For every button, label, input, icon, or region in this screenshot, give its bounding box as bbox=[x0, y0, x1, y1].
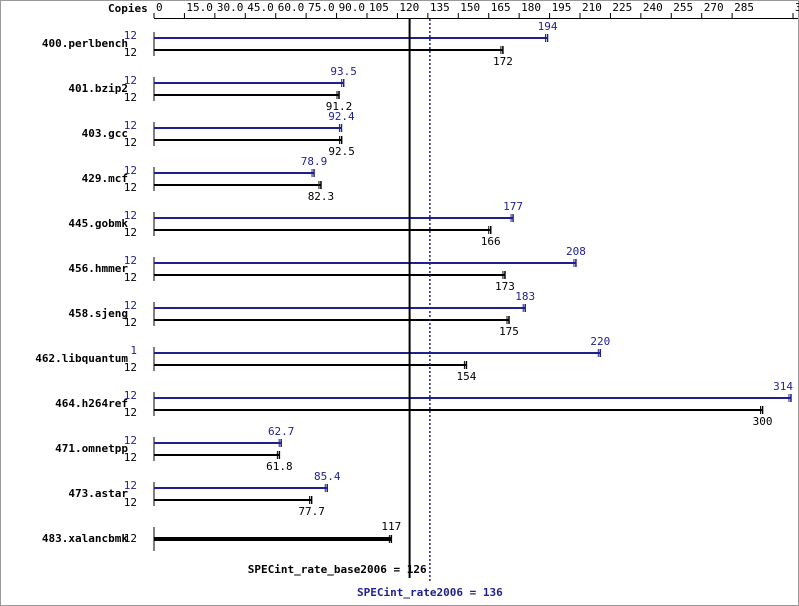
benchmark-name: 445.gobmk bbox=[68, 217, 128, 230]
x-tick-label: 225 bbox=[612, 1, 632, 14]
x-tick-label: 315 bbox=[795, 1, 799, 14]
peak-copies: 12 bbox=[124, 209, 137, 222]
benchmark-name: 458.sjeng bbox=[68, 307, 128, 320]
peak-copies: 12 bbox=[124, 434, 137, 447]
value-label: 208 bbox=[566, 245, 586, 258]
value-label: 92.4 bbox=[328, 110, 355, 123]
x-tick-label: 240 bbox=[643, 1, 663, 14]
value-label: 92.5 bbox=[328, 145, 355, 158]
benchmark-name: 473.astar bbox=[68, 487, 128, 500]
value-label: 154 bbox=[456, 370, 476, 383]
base-copies: 12 bbox=[124, 406, 137, 419]
peak-copies: 1 bbox=[130, 344, 137, 357]
x-tick-label: 15.0 bbox=[186, 1, 213, 14]
x-tick-label: 270 bbox=[704, 1, 724, 14]
value-label: 61.8 bbox=[266, 460, 293, 473]
benchmark-name: 401.bzip2 bbox=[68, 82, 128, 95]
value-label: 62.7 bbox=[268, 425, 295, 438]
base-copies: 12 bbox=[124, 46, 137, 59]
value-label: 177 bbox=[503, 200, 523, 213]
value-label: 85.4 bbox=[314, 470, 341, 483]
x-tick-label: 45.0 bbox=[247, 1, 273, 14]
base-copies: 12 bbox=[124, 451, 137, 464]
value-label: 175 bbox=[499, 325, 519, 338]
x-tick-label: 285 bbox=[734, 1, 754, 14]
peak-copies: 12 bbox=[124, 164, 137, 177]
base-copies: 12 bbox=[124, 271, 137, 284]
base-copies: 12 bbox=[124, 496, 137, 509]
benchmark-name: 471.omnetpp bbox=[55, 442, 128, 455]
value-label: 78.9 bbox=[301, 155, 328, 168]
benchmark-name: 400.perlbench bbox=[42, 37, 128, 50]
peak-copies: 12 bbox=[124, 29, 137, 42]
x-tick-label: 120 bbox=[399, 1, 419, 14]
benchmark-name: 429.mcf bbox=[82, 172, 128, 185]
value-label: 300 bbox=[753, 415, 773, 428]
value-label: 117 bbox=[381, 520, 401, 533]
benchmark-name: 403.gcc bbox=[82, 127, 128, 140]
x-tick-label: 165 bbox=[491, 1, 511, 14]
base-copies: 12 bbox=[124, 91, 137, 104]
base-copies: 12 bbox=[124, 136, 137, 149]
value-label: 77.7 bbox=[298, 505, 325, 518]
base-copies: 12 bbox=[124, 316, 137, 329]
value-label: 82.3 bbox=[308, 190, 335, 203]
peak-copies: 12 bbox=[124, 479, 137, 492]
peak-copies: 12 bbox=[124, 254, 137, 267]
x-tick-label: 105 bbox=[369, 1, 389, 14]
value-label: 173 bbox=[495, 280, 515, 293]
value-label: 172 bbox=[493, 55, 513, 68]
benchmark-name: 456.hmmer bbox=[68, 262, 128, 275]
peak-copies: 12 bbox=[124, 74, 137, 87]
base-copies: 12 bbox=[124, 532, 137, 545]
value-label: 93.5 bbox=[330, 65, 357, 78]
value-label: 166 bbox=[481, 235, 501, 248]
value-label: 314 bbox=[773, 380, 793, 393]
x-tick-label: 75.0 bbox=[308, 1, 335, 14]
x-tick-label: 255 bbox=[673, 1, 693, 14]
copies-header: Copies bbox=[108, 2, 148, 15]
value-label: 194 bbox=[538, 20, 558, 33]
x-tick-label: 90.0 bbox=[339, 1, 366, 14]
x-tick-label: 150 bbox=[460, 1, 480, 14]
base-ref-label: SPECint_rate_base2006 = 126 bbox=[248, 563, 427, 576]
base-copies: 12 bbox=[124, 361, 137, 374]
x-tick-label: 195 bbox=[552, 1, 572, 14]
peak-copies: 12 bbox=[124, 389, 137, 402]
peak-copies: 12 bbox=[124, 299, 137, 312]
x-tick-label: 60.0 bbox=[278, 1, 305, 14]
value-label: 220 bbox=[590, 335, 610, 348]
x-tick-label: 30.0 bbox=[217, 1, 244, 14]
benchmark-name: 462.libquantum bbox=[35, 352, 128, 365]
benchmark-name: 464.h264ref bbox=[55, 397, 128, 410]
value-label: 183 bbox=[515, 290, 535, 303]
x-tick-label: 210 bbox=[582, 1, 602, 14]
peak-copies: 12 bbox=[124, 119, 137, 132]
value-label: 91.2 bbox=[326, 100, 353, 113]
benchmark-name: 483.xalancbmk bbox=[42, 532, 128, 545]
peak-ref-label: SPECint_rate2006 = 136 bbox=[357, 586, 503, 599]
x-tick-label: 0 bbox=[156, 1, 163, 14]
base-copies: 12 bbox=[124, 226, 137, 239]
x-tick-label: 135 bbox=[430, 1, 450, 14]
x-tick-label: 180 bbox=[521, 1, 541, 14]
base-copies: 12 bbox=[124, 181, 137, 194]
